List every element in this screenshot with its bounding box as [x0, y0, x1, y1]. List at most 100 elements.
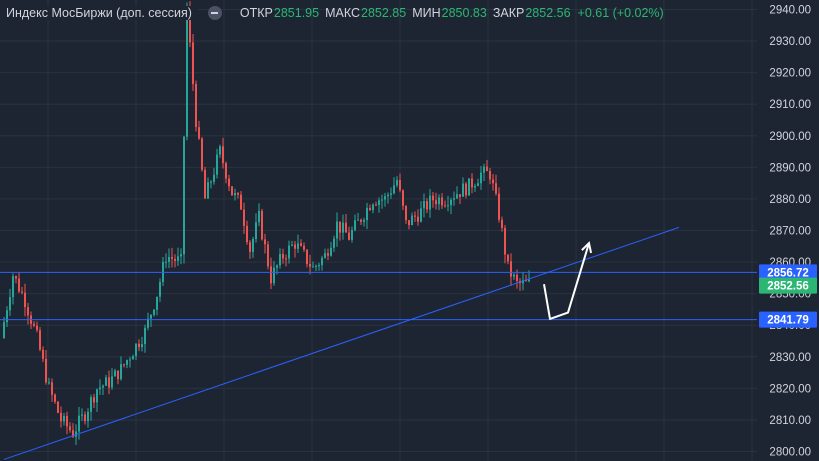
- candle-body: [315, 265, 317, 267]
- candle-body: [369, 207, 371, 211]
- candle-body: [144, 327, 146, 345]
- candle-body: [54, 394, 56, 402]
- candle-body: [111, 376, 113, 388]
- candle-body: [345, 222, 347, 233]
- candle-body: [234, 193, 236, 196]
- candle-body: [438, 197, 440, 205]
- candle-body: [354, 220, 356, 231]
- forecast-arrow-head: [581, 241, 593, 254]
- candle-body: [198, 127, 200, 139]
- candle-body: [471, 178, 473, 188]
- level-2-badge: [759, 311, 817, 328]
- candle-body: [318, 265, 320, 267]
- candle-body: [279, 253, 281, 266]
- candle-body: [168, 257, 170, 262]
- candle-body: [33, 323, 35, 326]
- candle-body: [6, 310, 8, 323]
- candle-body: [522, 280, 524, 284]
- candle-body: [21, 291, 23, 293]
- candle-body: [528, 279, 530, 282]
- candle-body: [417, 216, 419, 222]
- candle-body: [48, 382, 50, 384]
- low-label: МИН: [412, 6, 441, 20]
- candle-body: [402, 190, 404, 206]
- candle-body: [309, 264, 311, 267]
- candle-body: [141, 344, 143, 348]
- y-tick-label: 2920.00: [769, 68, 811, 80]
- candle-body: [480, 172, 482, 184]
- candle-body: [213, 174, 215, 182]
- candle-body: [294, 244, 296, 249]
- candle-body: [273, 267, 275, 284]
- candle-body: [372, 204, 374, 211]
- candle-body: [459, 194, 461, 197]
- candle-body: [57, 401, 59, 413]
- candle-body: [228, 178, 230, 187]
- candle-body: [333, 238, 335, 248]
- level-1-label: 2856.72: [767, 267, 809, 279]
- candle-body: [360, 219, 362, 222]
- candle-body: [186, 8, 188, 137]
- last-price-badge: [759, 277, 817, 294]
- candle-body: [492, 179, 494, 184]
- candle-body: [9, 297, 11, 311]
- candle-body: [378, 200, 380, 206]
- candle-body: [288, 245, 290, 259]
- candle-body: [96, 389, 98, 403]
- candle-body: [381, 199, 383, 201]
- candle-body: [441, 197, 443, 206]
- low-value: 2850.83: [441, 6, 487, 20]
- candle-body: [153, 309, 155, 315]
- candle-body: [189, 8, 191, 43]
- candle-body: [321, 257, 323, 266]
- candle-body: [117, 370, 119, 380]
- y-tick-label: 2890.00: [769, 162, 811, 174]
- y-tick-label: 2870.00: [769, 226, 811, 238]
- candle-body: [444, 205, 446, 207]
- candle-body: [51, 382, 53, 395]
- candle-body: [36, 325, 38, 331]
- candle-body: [222, 146, 224, 164]
- change-value: +0.61 (+0.02%): [577, 6, 664, 20]
- candle-body: [90, 397, 92, 412]
- candle-body: [201, 138, 203, 170]
- candle-body: [210, 181, 212, 183]
- candle-body: [453, 198, 455, 200]
- candle-body: [27, 307, 29, 316]
- chart-legend: Индекс МосБиржи (доп. сессия) ОТКР 2851.9…: [0, 0, 664, 26]
- candle-body: [525, 280, 527, 282]
- candle-body: [180, 254, 182, 257]
- candle-body: [276, 265, 278, 268]
- candle-body: [477, 183, 479, 186]
- candle-body: [114, 370, 116, 377]
- y-tick-label: 2910.00: [769, 99, 811, 111]
- open-value: 2851.95: [273, 6, 320, 20]
- candle-body: [447, 205, 449, 207]
- candle-body: [147, 318, 149, 328]
- collapse-toggle-icon[interactable]: [207, 6, 222, 20]
- candle-body: [375, 204, 377, 206]
- candle-body: [483, 166, 485, 173]
- candle-body: [450, 199, 452, 206]
- candle-body: [270, 266, 272, 284]
- candle-body: [108, 377, 110, 388]
- close-label: ЗАКР: [492, 6, 525, 20]
- last-price-label: 2852.56: [767, 281, 809, 293]
- candle-body: [3, 322, 5, 338]
- candle-body: [135, 343, 137, 357]
- candle-body: [42, 349, 44, 359]
- candle-body: [435, 200, 437, 205]
- y-tick-label: 2930.00: [769, 36, 811, 48]
- candle-body: [363, 220, 365, 222]
- candle-body: [285, 258, 287, 260]
- candle-body: [465, 183, 467, 196]
- candle-body: [174, 258, 176, 261]
- candle-body: [24, 292, 26, 308]
- candle-body: [216, 154, 218, 175]
- candle-body: [243, 209, 245, 226]
- candle-body: [408, 220, 410, 226]
- candle-body: [72, 430, 74, 437]
- candle-body: [258, 210, 260, 223]
- candle-body: [429, 195, 431, 210]
